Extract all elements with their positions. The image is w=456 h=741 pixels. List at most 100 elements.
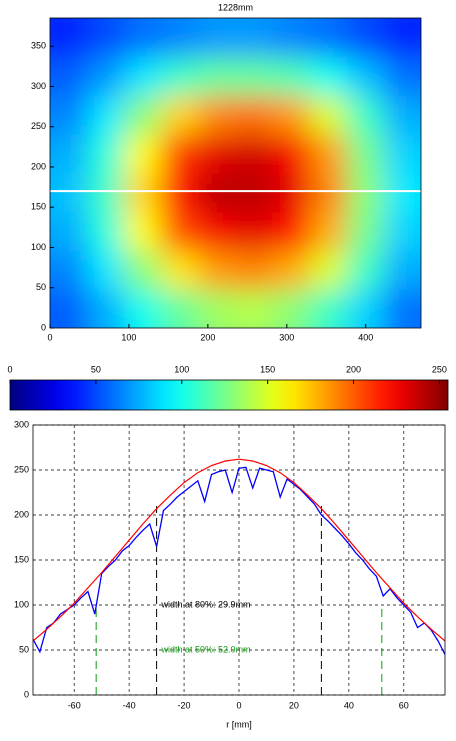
heatmap-cell <box>50 18 88 58</box>
plot-area <box>33 458 445 695</box>
heatmap-cell <box>383 56 421 96</box>
heatmap-cell <box>124 56 162 96</box>
heatmap-cell <box>198 173 236 213</box>
heatmap-cell <box>124 173 162 213</box>
heatmap-cell <box>198 211 236 251</box>
x-tick-label: 0 <box>236 700 241 710</box>
y-tick-label: 100 <box>31 242 46 252</box>
y-tick-label: 150 <box>31 202 46 212</box>
heatmap-cell <box>272 18 311 58</box>
heatmap-cell <box>383 95 421 135</box>
heatmap-cell <box>198 95 236 135</box>
heatmap-cell <box>309 18 348 58</box>
heatmap-cell <box>198 18 236 58</box>
heatmap-cell <box>383 134 421 174</box>
heatmap-clip <box>50 18 421 328</box>
heatmap-cell <box>50 56 88 96</box>
colorbar-tick-label: 250 <box>432 364 447 374</box>
annotation: width at 50%: 52.0mm <box>161 644 251 654</box>
heatmap-cell <box>161 173 199 213</box>
y-tick-label: 250 <box>14 464 29 474</box>
heatmap <box>50 18 421 328</box>
heatmap-cell <box>161 56 199 96</box>
heatmap-cell <box>383 250 421 290</box>
x-tick-label: 200 <box>200 332 215 342</box>
heatmap-cell <box>235 134 274 174</box>
heatmap-cell <box>346 289 385 328</box>
colorbar-tick-label: 50 <box>91 364 101 374</box>
heatmap-cell <box>50 173 88 213</box>
heatmap-cell <box>309 173 348 213</box>
x-tick-label: 60 <box>399 700 409 710</box>
heatmap-cell <box>124 211 162 251</box>
y-tick-label: 200 <box>14 509 29 519</box>
colorbar <box>9 379 449 411</box>
heatmap-cell <box>309 134 348 174</box>
heatmap-cell <box>87 95 125 135</box>
heatmap-cell <box>309 211 348 251</box>
heatmap-cell <box>272 95 311 135</box>
heatmap-cell <box>124 250 162 290</box>
annotation: width at 80%: 29.9mm <box>161 599 251 609</box>
heatmap-cell <box>346 173 385 213</box>
heatmap-cell <box>272 250 311 290</box>
heatmap-cell <box>87 250 125 290</box>
heatmap-cell <box>124 134 162 174</box>
colorbar-tick-label: 150 <box>260 364 275 374</box>
y-tick-label: 250 <box>31 121 46 131</box>
y-tick-label: 200 <box>31 161 46 171</box>
heatmap-cell <box>309 250 348 290</box>
heatmap-cell <box>235 173 274 213</box>
heatmap-cell <box>235 18 274 58</box>
heatmap-cell <box>272 289 311 328</box>
heatmap-cell <box>383 18 421 58</box>
heatmap-cell <box>161 211 199 251</box>
heatmap-cell <box>235 56 274 96</box>
heatmap-cell <box>383 173 421 213</box>
y-tick-label: 50 <box>36 282 46 292</box>
x-tick-label: 20 <box>289 700 299 710</box>
heatmap-cell <box>272 134 311 174</box>
colorbar-tick-label: 200 <box>346 364 361 374</box>
heatmap-cell <box>346 56 385 96</box>
heatmap-cell <box>235 95 274 135</box>
colorbar-tick-label: 0 <box>7 364 12 374</box>
heatmap-cell <box>161 95 199 135</box>
heatmap-cell <box>161 18 199 58</box>
data-line <box>33 466 445 655</box>
heatmap-cell <box>87 173 125 213</box>
heatmap-cell <box>87 289 125 328</box>
heatmap-cell <box>309 95 348 135</box>
heatmap-cell <box>198 56 236 96</box>
heatmap-cell <box>50 289 88 328</box>
heatmap-cell <box>50 250 88 290</box>
x-tick-label: 300 <box>279 332 294 342</box>
x-tick-label: -20 <box>178 700 191 710</box>
y-tick-label: 300 <box>14 419 29 429</box>
plot-frame <box>32 424 446 696</box>
colorbar-tick-label: 100 <box>174 364 189 374</box>
heatmap-cell <box>383 211 421 251</box>
data-line <box>33 458 445 642</box>
heatmap-cell <box>198 289 236 328</box>
heatmap-cell <box>272 211 311 251</box>
heatmap-cell <box>346 18 385 58</box>
heatmap-cell <box>87 134 125 174</box>
heatmap-cell <box>124 289 162 328</box>
x-tick-label: -40 <box>123 700 136 710</box>
heatmap-cell <box>198 250 236 290</box>
heatmap-cell <box>87 18 125 58</box>
heatmap-cell <box>346 134 385 174</box>
heatmap-cell <box>235 289 274 328</box>
heatmap-cell <box>50 95 88 135</box>
heatmap-cell <box>272 173 311 213</box>
heatmap-cell <box>50 211 88 251</box>
heatmap-cell <box>346 95 385 135</box>
heatmap-cell <box>383 289 421 328</box>
heatmap-cell <box>87 56 125 96</box>
x-axis-label: r [mm] <box>226 719 252 729</box>
heatmap-cell <box>161 250 199 290</box>
y-tick-label: 300 <box>31 81 46 91</box>
